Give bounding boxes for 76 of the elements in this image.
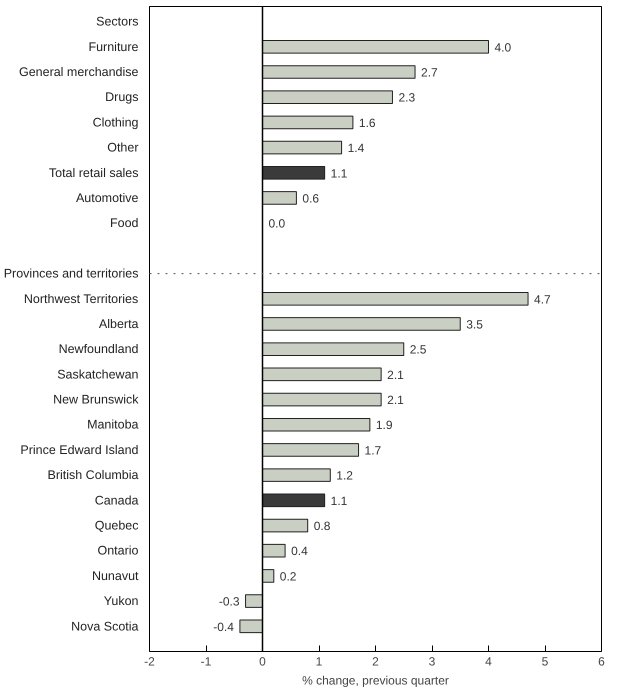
data-label: -0.4 (213, 620, 234, 634)
x-tick-label: -1 (200, 654, 212, 668)
bar (262, 166, 326, 180)
y-tick-label: British Columbia (47, 468, 139, 482)
x-tick-label: 3 (428, 654, 436, 668)
data-label: 0.6 (302, 191, 320, 206)
data-label: 2.1 (387, 393, 404, 408)
y-tick-label: Other (107, 140, 139, 155)
bar (262, 494, 326, 508)
x-tick-label: 2 (372, 654, 380, 668)
y-tick-label: New Brunswick (53, 392, 140, 407)
y-tick-label: Total retail sales (48, 166, 138, 180)
y-tick-label: Quebec (94, 518, 138, 533)
y-tick-label: General merchandise (18, 65, 139, 80)
x-tick-label: 6 (598, 654, 606, 668)
bar (262, 544, 286, 558)
bar (262, 392, 382, 406)
y-tick-label: Nunavut (92, 568, 140, 583)
bar (262, 468, 331, 482)
data-label: 2.1 (387, 368, 404, 382)
bar (239, 620, 263, 634)
y-tick-label: Northwest Territories (24, 292, 138, 306)
bar (262, 418, 370, 432)
y-tick-label: Nova Scotia (71, 619, 139, 634)
data-label: 0.0 (268, 216, 286, 231)
y-tick-label: Furniture (88, 40, 139, 54)
y-tick-label: Clothing (92, 115, 139, 130)
y-tick-label: Ontario (98, 544, 139, 558)
x-tick-label: 1 (316, 654, 323, 668)
data-label: 1.4 (348, 141, 365, 156)
bar (262, 40, 489, 54)
bar (262, 140, 342, 154)
bar (245, 594, 263, 608)
x-tick-label: -2 (144, 654, 156, 668)
data-label: 1.7 (364, 443, 382, 458)
data-label: 2.7 (421, 66, 438, 80)
x-axis-title: % change, previous quarter (302, 674, 449, 688)
y-tick-label: Prince Edward Island (20, 442, 139, 457)
y-tick-label: Provinces and territories (4, 266, 139, 281)
y-tick-label: Food (110, 216, 139, 230)
y-tick-label: Canada (94, 493, 139, 508)
data-label: 0.8 (314, 519, 331, 534)
data-label: 4.0 (494, 40, 512, 54)
x-tick-label: 5 (542, 654, 549, 668)
data-label: 2.5 (410, 342, 427, 357)
y-tick-label: Yukon (104, 594, 139, 608)
bar (262, 191, 297, 205)
data-label: 2.3 (398, 90, 416, 105)
x-tick-label: 0 (259, 654, 266, 668)
data-label: 1.1 (330, 494, 348, 508)
data-label: 0.4 (291, 544, 308, 558)
bar (262, 65, 416, 79)
data-label: 1.2 (336, 468, 354, 483)
y-tick-label: Sectors (96, 14, 139, 29)
data-label: 0.2 (280, 569, 297, 584)
bar (262, 90, 393, 104)
y-tick-label: Alberta (98, 316, 139, 331)
y-tick-label: Newfoundland (58, 342, 139, 356)
x-tick-label: 4 (485, 654, 492, 668)
bar (262, 368, 382, 382)
bar (262, 292, 529, 306)
data-label: 1.1 (330, 166, 348, 180)
data-label: 3.5 (466, 317, 484, 332)
data-label: 4.7 (534, 292, 552, 306)
y-tick-label: Manitoba (87, 418, 139, 432)
data-label: 1.6 (358, 116, 376, 130)
y-tick-label: Drugs (105, 90, 138, 104)
bar (262, 518, 308, 532)
bar (262, 116, 354, 130)
bar (262, 317, 461, 331)
y-tick-label: Saskatchewan (57, 367, 139, 382)
bar (262, 443, 360, 457)
data-label: -0.3 (218, 594, 240, 609)
bar (262, 342, 404, 356)
data-label: 1.9 (376, 418, 393, 432)
y-tick-label: Automotive (76, 190, 139, 205)
